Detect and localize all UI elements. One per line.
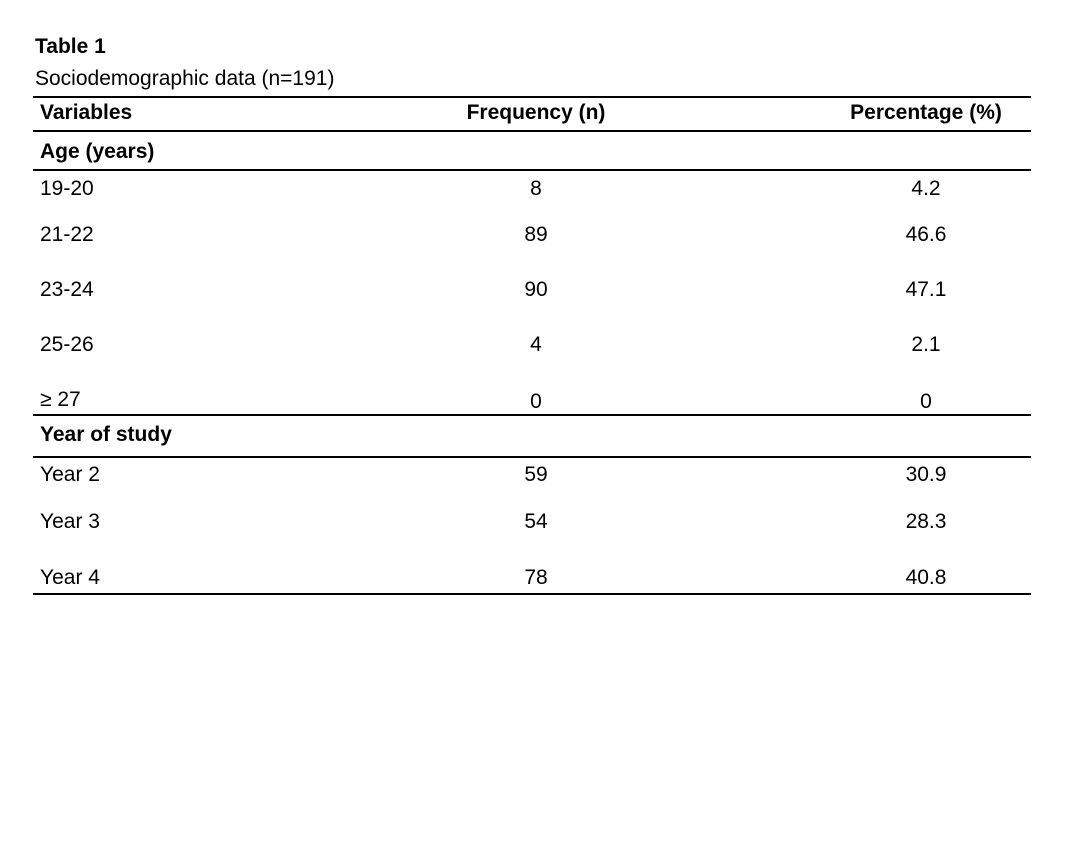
row-percentage: 2.1: [911, 333, 941, 356]
table-bottom-rule: [33, 593, 1031, 595]
header-percentage: Percentage (%): [850, 101, 1002, 124]
header-variables: Variables: [40, 101, 133, 124]
row-variable: Year 4: [40, 566, 100, 589]
row-frequency: 0: [530, 390, 542, 413]
section-divider-rule: [33, 414, 1031, 416]
row-frequency: 8: [530, 177, 542, 200]
section-title-year-of-study: Year of study: [40, 423, 172, 446]
row-variable: 19-20: [40, 177, 94, 200]
row-variable: 21-22: [40, 223, 94, 246]
section-year-rule: [33, 456, 1031, 458]
row-frequency: 54: [524, 510, 548, 533]
row-frequency: 4: [530, 333, 542, 356]
header-bottom-rule: [33, 130, 1031, 132]
header-frequency: Frequency (n): [466, 101, 606, 124]
row-percentage: 0: [920, 390, 932, 413]
row-variable: 23-24: [40, 278, 94, 301]
row-percentage: 4.2: [911, 177, 941, 200]
row-percentage: 28.3: [905, 510, 947, 533]
section-age-rule: [33, 169, 1031, 171]
row-frequency: 89: [524, 223, 548, 246]
row-frequency: 78: [524, 566, 548, 589]
table-top-rule: [33, 96, 1031, 98]
row-percentage: 30.9: [905, 463, 947, 486]
row-percentage: 46.6: [905, 223, 947, 246]
table-caption: Sociodemographic data (n=191): [35, 67, 335, 90]
row-variable: 25-26: [40, 333, 94, 356]
row-frequency: 90: [524, 278, 548, 301]
row-variable: Year 3: [40, 510, 100, 533]
row-percentage: 40.8: [905, 566, 947, 589]
section-title-age: Age (years): [40, 140, 155, 163]
row-variable: Year 2: [40, 463, 100, 486]
row-percentage: 47.1: [905, 278, 947, 301]
table-number: Table 1: [35, 35, 106, 58]
row-frequency: 59: [524, 463, 548, 486]
row-variable: ≥ 27: [40, 388, 81, 411]
